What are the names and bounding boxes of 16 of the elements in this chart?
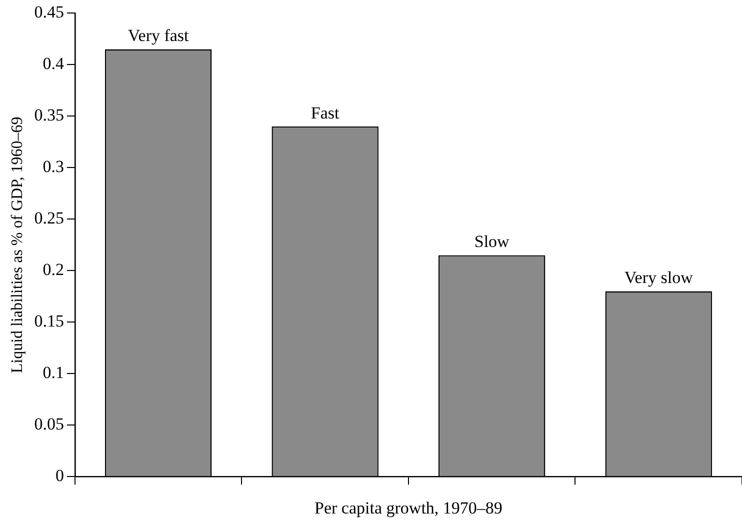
y-tick-label: 0.25 [34, 208, 64, 228]
x-tick-label: Slow [474, 232, 510, 252]
x-tick-label: Fast [310, 103, 340, 122]
x-axis-title: Per capita growth, 1970–89 [314, 498, 502, 518]
y-tick-label: 0.3 [42, 157, 64, 176]
y-tick-label: 0.4 [42, 54, 64, 74]
y-tick-label: 0.05 [34, 414, 64, 434]
x-tick-label: Very slow [624, 268, 694, 288]
y-tick-label: 0.35 [34, 106, 64, 125]
y-tick-label: 0.2 [42, 260, 64, 280]
y-tick-label: 0.1 [42, 363, 64, 382]
y-tick-label: 0 [55, 466, 64, 486]
y-axis-title: Liquid liabilities as % of GDP, 1960–69 [8, 116, 26, 374]
x-tick-label: Very fast [128, 26, 190, 46]
y-tick-label: 0.15 [34, 312, 64, 331]
y-tick-label: 0.45 [34, 2, 64, 22]
